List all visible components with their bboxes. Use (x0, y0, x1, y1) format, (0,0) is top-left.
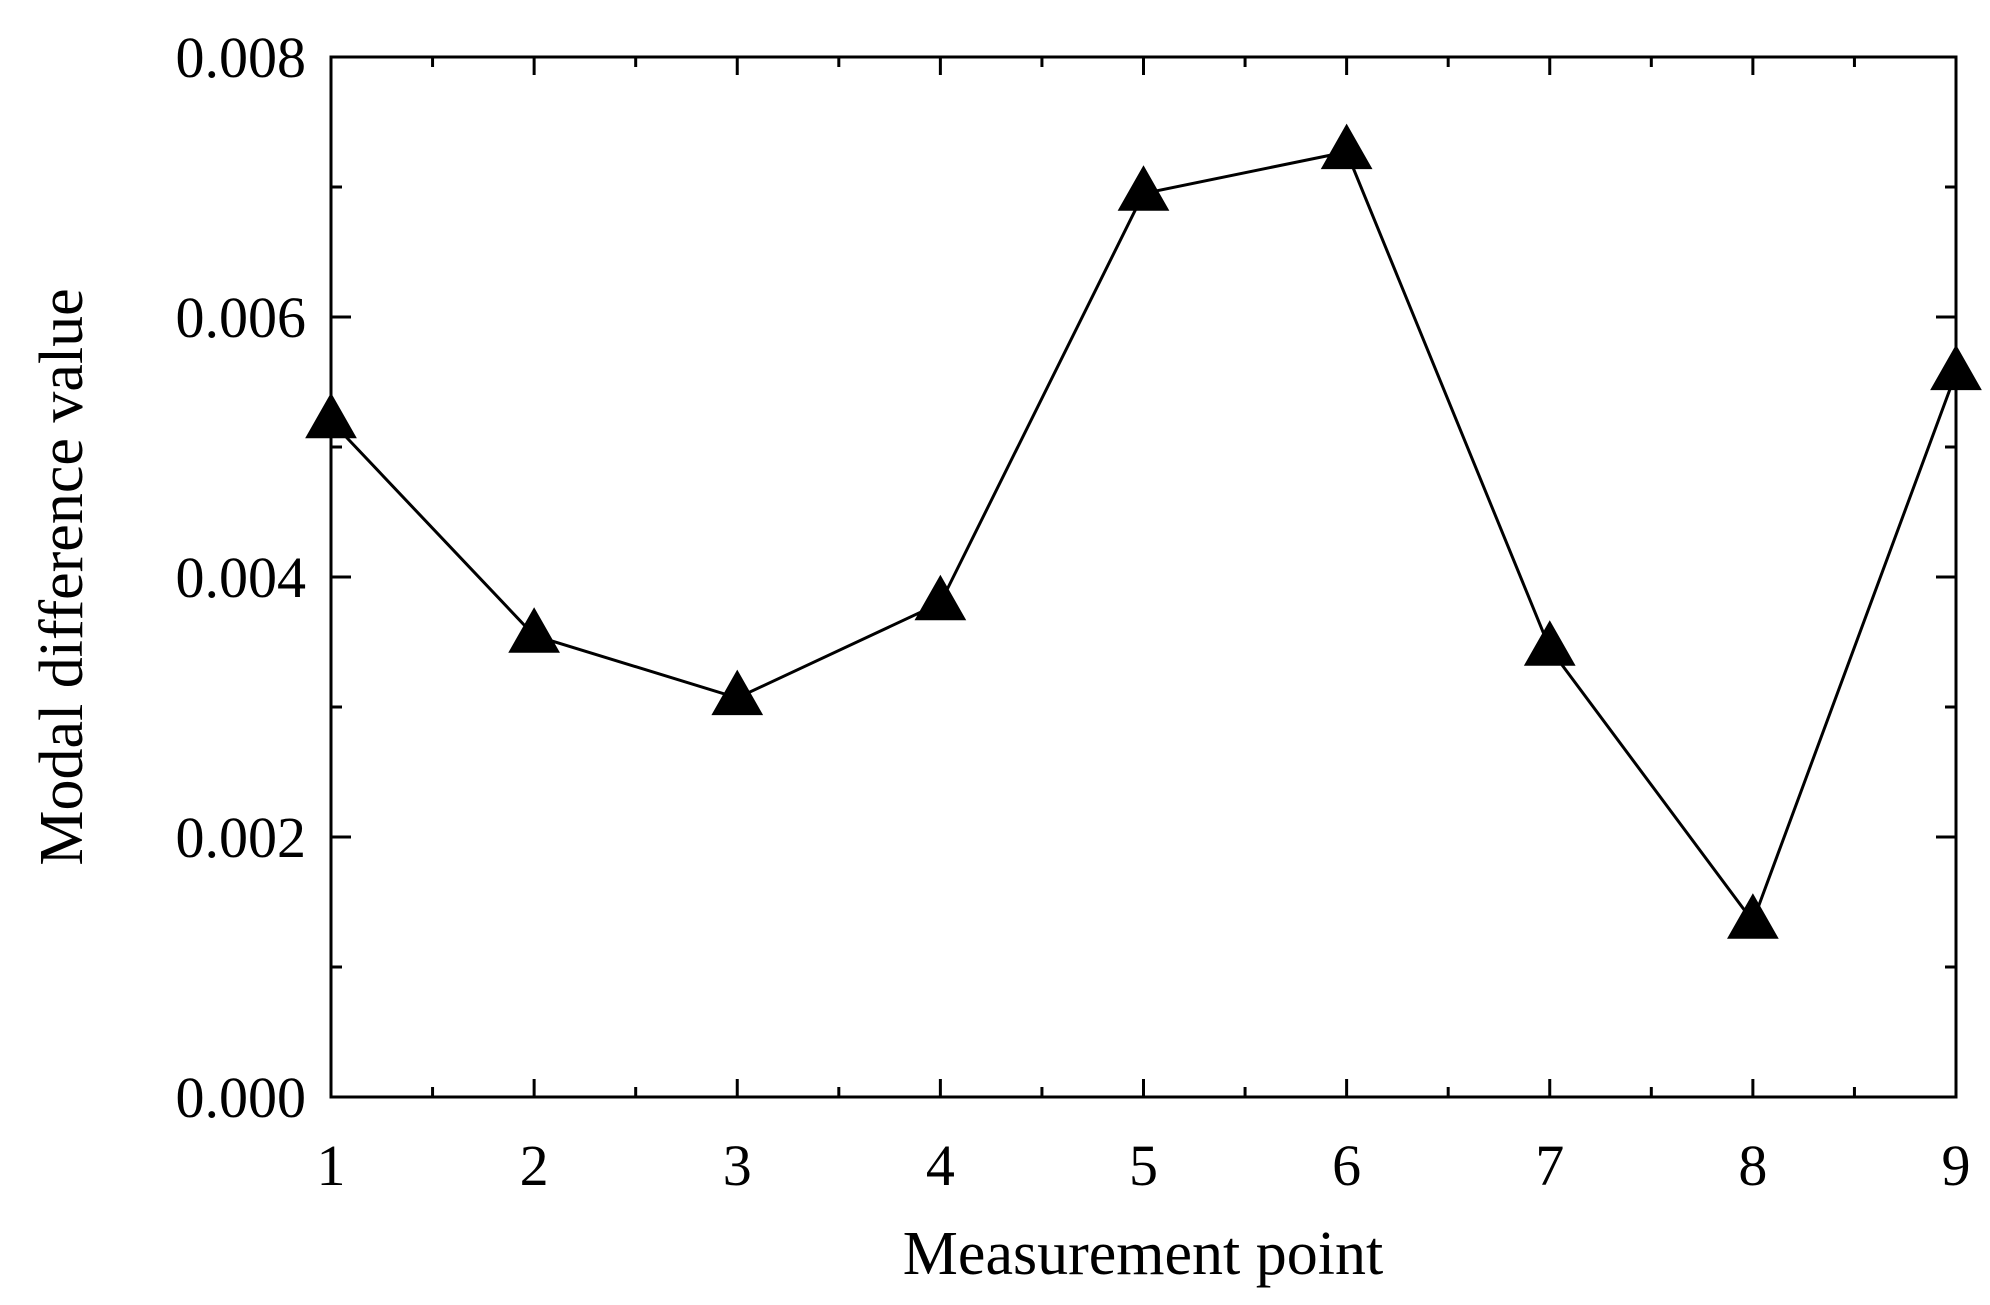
major-ticks (329, 55, 1958, 1099)
data-point (305, 392, 357, 439)
x-tick-label: 2 (520, 1133, 549, 1198)
data-point (1930, 344, 1982, 391)
x-tick-label: 8 (1738, 1133, 1767, 1198)
x-axis-title: Measurement point (903, 1220, 1383, 1288)
y-axis-title: Modal difference value (28, 288, 96, 865)
y-tick-label: 0.002 (176, 805, 307, 870)
data-markers (305, 123, 1982, 939)
data-point (1320, 123, 1373, 170)
y-tick-label: 0.000 (176, 1065, 307, 1130)
plot-frame (329, 55, 1958, 1099)
series-line (329, 150, 1958, 925)
x-tick-label: 3 (723, 1133, 752, 1198)
data-point (1117, 165, 1170, 211)
y-tick-label: 0.006 (176, 285, 307, 350)
x-tick-label: 1 (317, 1133, 346, 1198)
x-tick-label: 9 (1942, 1133, 1971, 1198)
x-tick-label: 5 (1129, 1133, 1158, 1198)
y-tick-label: 0.008 (176, 25, 307, 90)
x-tick-label: 7 (1535, 1133, 1564, 1198)
data-point (1727, 893, 1779, 939)
x-tick-label: 6 (1332, 1133, 1361, 1198)
x-tick-labels: 1 2 3 4 5 6 7 8 9 (317, 1133, 1971, 1198)
data-point (711, 669, 764, 716)
data-point (914, 574, 967, 621)
data-point (1523, 620, 1576, 666)
y-tick-labels: 0.000 0.002 0.004 0.006 0.008 (176, 25, 307, 1130)
minor-ticks (331, 57, 1956, 1097)
x-tick-label: 4 (926, 1133, 955, 1198)
y-tick-label: 0.004 (176, 545, 307, 610)
data-point (508, 607, 560, 653)
